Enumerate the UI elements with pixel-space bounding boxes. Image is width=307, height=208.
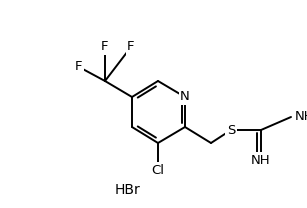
Text: HBr: HBr xyxy=(115,183,141,197)
Text: NH₂: NH₂ xyxy=(295,110,307,124)
Text: NH: NH xyxy=(251,154,271,166)
Text: F: F xyxy=(75,61,83,73)
Text: Cl: Cl xyxy=(151,163,165,177)
Text: N: N xyxy=(180,90,190,104)
Text: F: F xyxy=(101,41,109,53)
Text: S: S xyxy=(227,124,235,136)
Text: F: F xyxy=(127,41,135,53)
